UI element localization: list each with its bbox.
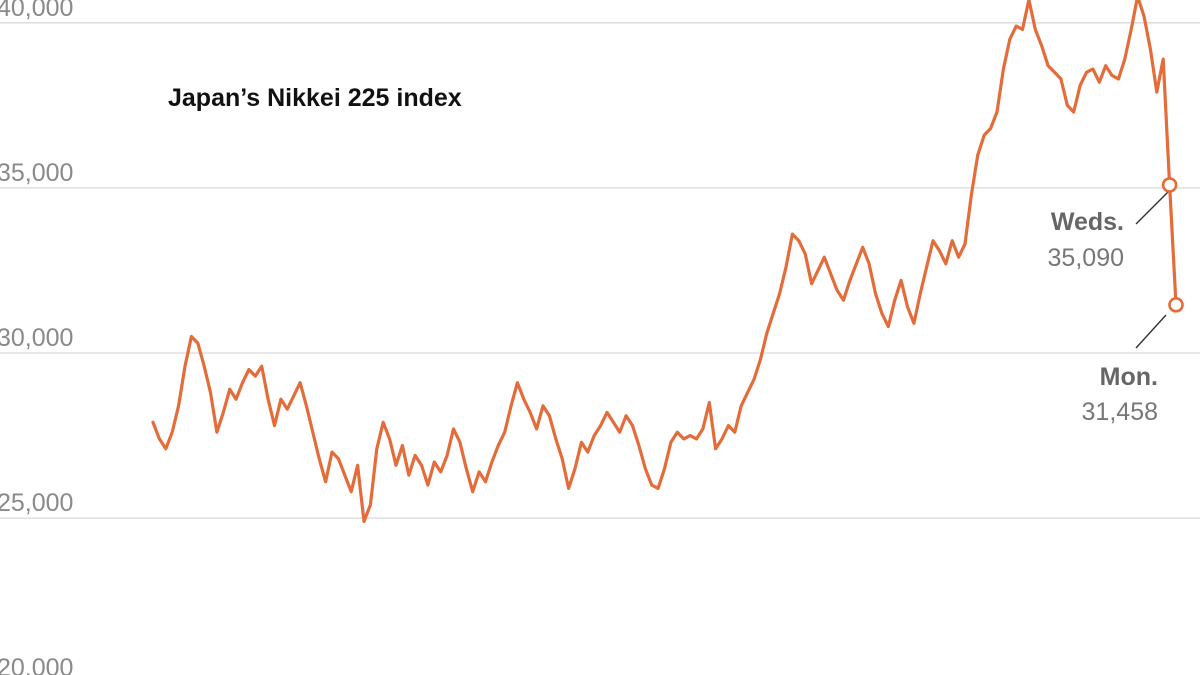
chart-title: Japan’s Nikkei 225 index — [168, 84, 462, 112]
annotation-value: 35,090 — [1048, 244, 1124, 272]
y-tick-label-30000: 30,000 — [0, 324, 73, 352]
annotations-layer: Weds. 35,090 Mon. 31,458 — [1048, 177, 1184, 426]
annotation-weds: Weds. 35,090 — [1048, 177, 1178, 272]
annotation-marker — [1168, 297, 1184, 313]
annotation-label: Mon. — [1100, 363, 1158, 391]
annotation-leader — [1135, 191, 1169, 225]
annotation-value: 31,458 — [1082, 398, 1158, 426]
annotation-marker — [1161, 177, 1178, 193]
series-layer — [151, 0, 1178, 523]
annotation-leader — [1135, 314, 1167, 349]
y-tick-label-35000: 35,000 — [0, 159, 73, 187]
annotation-mon: Mon. 31,458 — [1082, 297, 1184, 426]
y-tick-label-25000: 25,000 — [0, 489, 73, 517]
y-tick-label-40000: 40,000 — [0, 0, 73, 22]
y-tick-label-20000: 20,000 — [0, 654, 73, 675]
series-line-nikkei — [151, 0, 1178, 523]
y-axis-tick-labels: 20,000 25,000 30,000 35,000 40,000 — [0, 0, 73, 675]
annotation-label: Weds. — [1051, 208, 1124, 236]
